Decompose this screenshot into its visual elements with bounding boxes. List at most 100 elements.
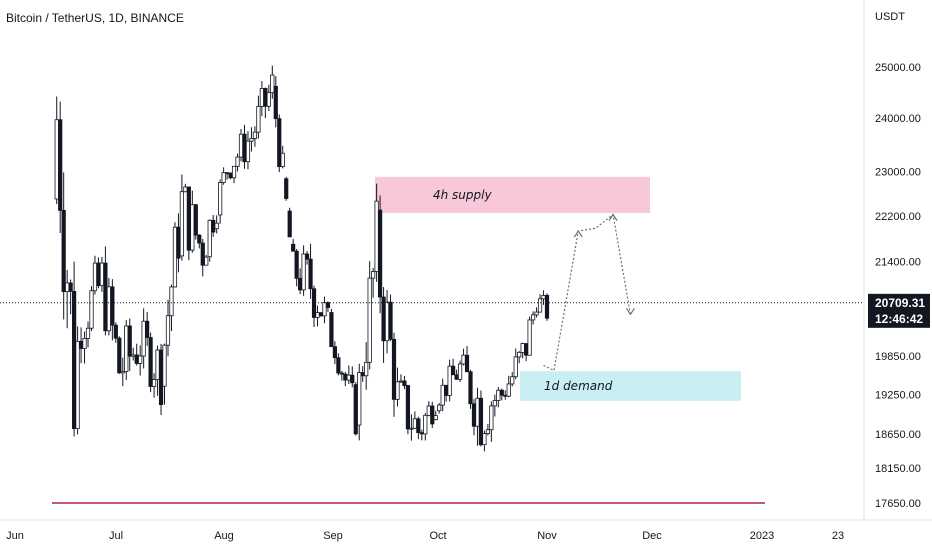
candle-body — [242, 133, 247, 163]
candle-body — [423, 414, 428, 435]
candle — [277, 114, 282, 173]
candle-body — [99, 262, 105, 286]
candle-body — [416, 418, 421, 434]
candle-body — [304, 253, 310, 260]
candle-body — [54, 119, 59, 200]
candle-body — [371, 271, 376, 279]
candle-body — [280, 152, 285, 167]
projected-path[interactable] — [543, 213, 632, 372]
price-tick-label: 22200.00 — [875, 211, 921, 223]
candle — [318, 312, 324, 317]
projection-arrowhead — [608, 213, 618, 221]
candle-body — [353, 384, 358, 435]
candle-body — [412, 418, 417, 429]
candle — [221, 167, 226, 185]
candle — [228, 172, 233, 180]
candle — [162, 343, 167, 405]
candle — [503, 390, 508, 400]
candle-body — [141, 320, 146, 357]
candle — [433, 410, 438, 421]
candle — [520, 342, 525, 359]
candle-body — [287, 210, 292, 238]
candle — [544, 293, 550, 321]
candle — [113, 322, 118, 343]
candle — [412, 411, 417, 429]
candle-body — [197, 234, 202, 244]
candle — [225, 172, 230, 180]
supply-zone[interactable] — [375, 176, 650, 213]
candle-body — [339, 372, 344, 375]
candle — [510, 372, 515, 387]
candle — [155, 345, 160, 396]
candle-body — [537, 298, 543, 313]
price-tick-label: 17650.00 — [875, 498, 921, 510]
candle-body — [475, 397, 480, 427]
candle — [339, 370, 344, 381]
candle-body — [211, 219, 216, 233]
candle — [231, 165, 237, 184]
candle — [245, 131, 251, 170]
candle-body — [544, 295, 550, 319]
candle — [259, 81, 264, 117]
candle — [92, 255, 98, 295]
candle — [437, 403, 442, 414]
candle — [183, 183, 188, 193]
projection-arrowhead — [573, 230, 583, 238]
candle — [381, 287, 386, 363]
candle — [416, 416, 421, 440]
candle — [287, 207, 292, 238]
price-tick-label: 18150.00 — [875, 463, 921, 475]
candle-body — [120, 371, 125, 374]
candle-body — [131, 354, 136, 357]
candle — [530, 311, 536, 325]
candle-body — [489, 405, 494, 431]
supply-zone-label: 4h supply — [433, 188, 492, 202]
candle — [357, 363, 362, 441]
candle — [124, 319, 129, 380]
candle-body — [172, 226, 178, 288]
candle-body — [384, 301, 390, 342]
candle — [99, 256, 105, 292]
candle — [440, 378, 445, 412]
candle — [242, 124, 247, 169]
candle — [329, 308, 334, 348]
candle — [193, 203, 198, 240]
price-axis[interactable]: 25000.00 24000.00 23000.00 22200.00 21400.00… — [875, 62, 921, 510]
candle-body — [266, 92, 271, 107]
candle-body — [218, 182, 223, 216]
candle — [409, 414, 414, 441]
candle-body — [360, 372, 365, 377]
time-tick-label: Dec — [642, 530, 662, 542]
candle-body — [151, 379, 157, 387]
time-tick-label: 23 — [832, 530, 844, 542]
candle — [395, 367, 400, 407]
candle — [89, 286, 94, 332]
candle — [176, 213, 181, 273]
candle — [492, 394, 497, 417]
candle — [454, 369, 459, 380]
candle — [148, 332, 153, 393]
candle — [249, 127, 254, 152]
time-axis[interactable]: Jun Jul Aug Sep Oct Nov Dec 2023 23 — [6, 530, 844, 542]
candle-body — [478, 397, 484, 446]
demand-zone[interactable] — [520, 371, 741, 401]
candle — [204, 254, 209, 266]
candle-body — [117, 337, 122, 374]
candle-body — [426, 405, 431, 416]
candle-body — [228, 172, 233, 179]
candle — [537, 294, 543, 313]
time-tick-label: Oct — [429, 530, 446, 542]
candle-body — [451, 365, 456, 376]
candle — [172, 222, 178, 288]
candle — [214, 215, 219, 234]
candle — [308, 243, 313, 299]
candle — [165, 299, 171, 357]
candle-body — [138, 355, 143, 364]
candle — [524, 343, 529, 362]
candles-layer — [54, 65, 550, 452]
candle — [61, 172, 66, 320]
candle — [72, 261, 77, 437]
candle — [496, 386, 501, 408]
